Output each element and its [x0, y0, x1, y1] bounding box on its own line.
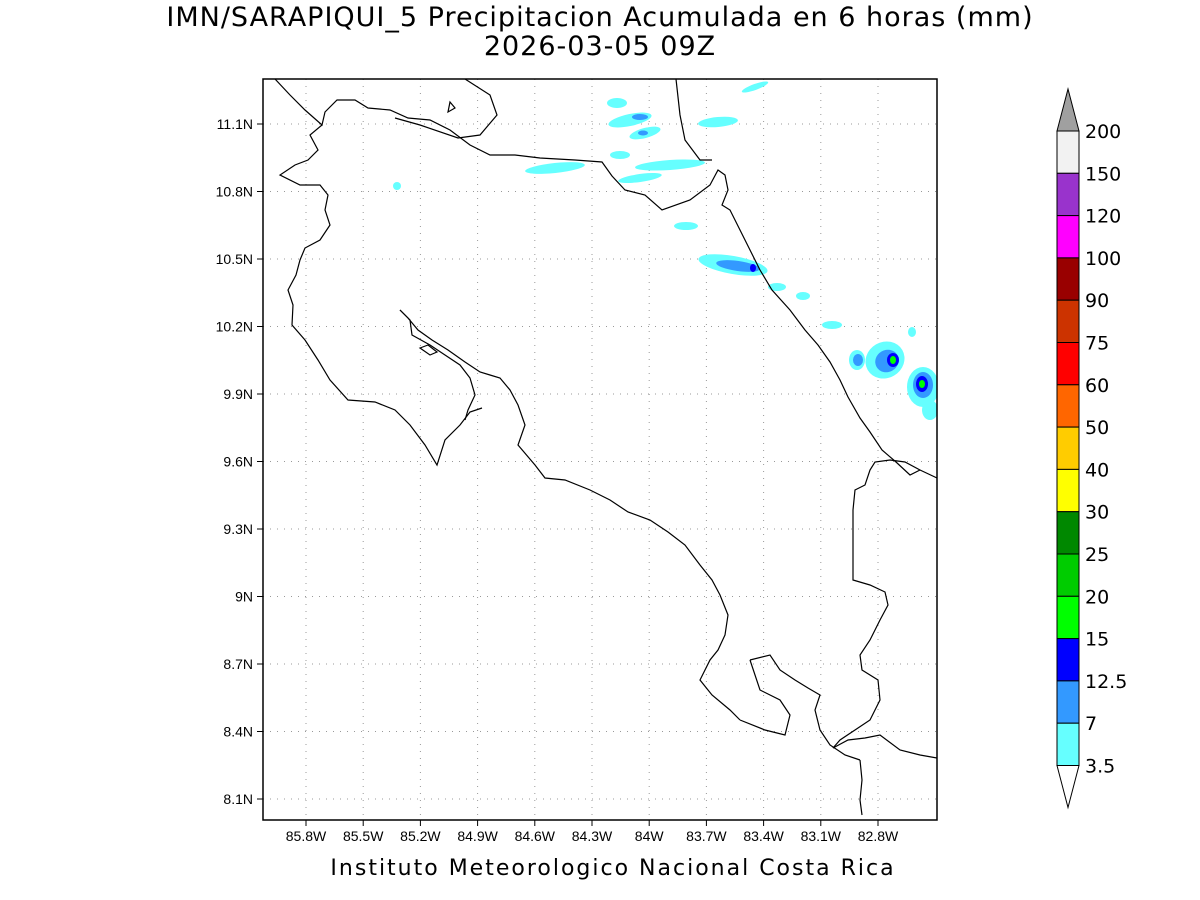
colorbar-level-label: 90 — [1085, 290, 1109, 312]
lat-tick-label: 8.4N — [223, 724, 253, 740]
latitude-axis: 11.1N 10.8N 10.5N 10.2N 9.9N 9.6N 9.3N 9N 8.7N 8.… — [216, 116, 263, 807]
colorbar-segment — [1056, 511, 1080, 555]
colorbar-level-label: 60 — [1085, 375, 1109, 397]
lat-tick-label: 9.3N — [223, 521, 253, 537]
colorbar-segment — [1056, 595, 1080, 640]
lon-tick-label: 83.7W — [686, 828, 727, 844]
colorbar-level-label: 150 — [1085, 163, 1121, 185]
map-title: IMN/SARAPIQUI_5 Precipitacion Acumulada … — [166, 2, 1034, 33]
colorbar-level-label: 25 — [1085, 544, 1109, 566]
colorbar-level-label: 120 — [1085, 206, 1121, 228]
colorbar-level-label: 12.5 — [1085, 671, 1127, 693]
colorbar-level-label: 15 — [1085, 629, 1109, 651]
longitude-axis: 85.8W 85.5W 85.2W 84.9W 84.6W 84.3W 84W 83.7W 83… — [286, 820, 899, 844]
lon-tick-label: 85.5W — [343, 828, 384, 844]
lon-tick-label: 84.9W — [457, 828, 498, 844]
lon-tick-label: 82.8W — [858, 828, 899, 844]
lat-tick-label: 8.1N — [223, 791, 253, 807]
lat-tick-label: 10.5N — [216, 251, 253, 267]
graticule-grid — [263, 79, 937, 820]
lon-tick-label: 84W — [635, 828, 665, 844]
colorbar-segment — [1056, 426, 1080, 470]
lon-tick-label: 83.1W — [801, 828, 842, 844]
colorbar-level-label: 200 — [1085, 121, 1121, 143]
colorbar-level-label: 40 — [1085, 459, 1109, 481]
colorbar-segment — [1056, 172, 1080, 217]
lon-tick-label: 85.2W — [400, 828, 441, 844]
colorbar-level-label: 100 — [1085, 248, 1121, 270]
lat-tick-label: 10.8N — [216, 184, 253, 200]
map-frame — [262, 78, 938, 821]
colorbar-segment — [1056, 680, 1080, 724]
colorbar-segment — [1056, 299, 1080, 344]
lat-tick-label: 9.9N — [223, 386, 253, 402]
lat-tick-label: 9.6N — [223, 454, 253, 470]
map-subtitle-date: 2026-03-05 09Z — [483, 31, 717, 62]
institution-footer: Instituto Meteorologico Nacional Costa R… — [330, 856, 896, 881]
lon-tick-label: 85.8W — [286, 828, 327, 844]
colorbar-segment — [1056, 384, 1080, 428]
colorbar-segment — [1056, 342, 1080, 386]
colorbar-top-arrow — [1056, 87, 1080, 132]
colorbar-bottom-arrow — [1056, 765, 1080, 810]
colorbar-level-label: 3.5 — [1085, 756, 1115, 778]
coastline — [274, 79, 937, 816]
colorbar-level-label: 20 — [1085, 586, 1109, 608]
precipitation-field — [393, 81, 937, 420]
colorbar: 3.5 7 12.5 15 20 25 30 40 50 60 75 90 100 120 150 200 — [1056, 87, 1127, 810]
colorbar-level-label: 50 — [1085, 417, 1109, 439]
colorbar-segment — [1056, 130, 1080, 174]
colorbar-segment — [1056, 215, 1080, 259]
colorbar-level-label: 75 — [1085, 333, 1109, 355]
colorbar-level-label: 7 — [1085, 713, 1097, 735]
colorbar-segment — [1056, 638, 1080, 682]
lat-tick-label: 9N — [235, 589, 253, 605]
lat-tick-label: 10.2N — [216, 319, 253, 335]
lon-tick-label: 84.3W — [572, 828, 613, 844]
colorbar-level-label: 30 — [1085, 502, 1109, 524]
lat-tick-label: 8.7N — [223, 656, 253, 672]
colorbar-segment — [1056, 722, 1080, 767]
lat-tick-label: 11.1N — [217, 116, 253, 132]
colorbar-segment — [1056, 553, 1080, 597]
colorbar-segment — [1056, 468, 1080, 513]
colorbar-segment — [1056, 257, 1080, 301]
lon-tick-label: 84.6W — [515, 828, 556, 844]
lon-tick-label: 83.4W — [743, 828, 784, 844]
